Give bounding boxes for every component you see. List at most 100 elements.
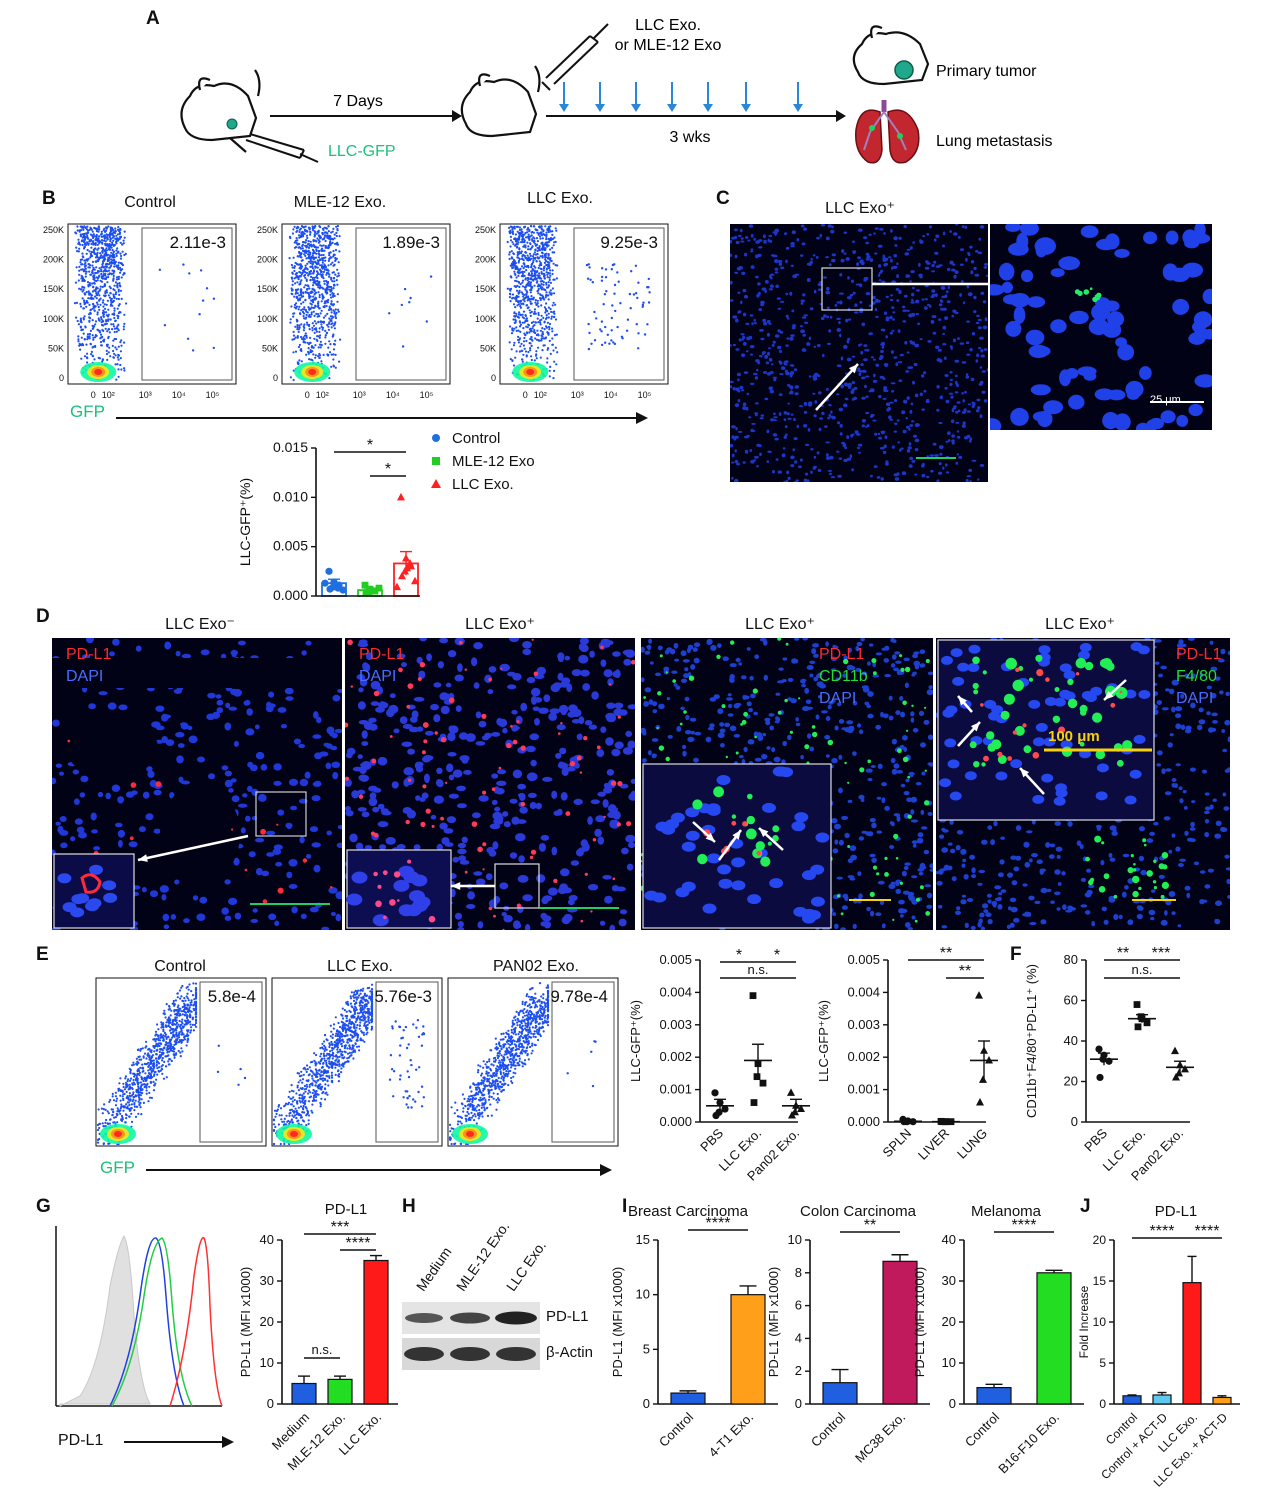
nucleus [805, 472, 809, 476]
nucleus [528, 792, 537, 798]
d3-inset-nucleus [717, 864, 732, 875]
d1-arrow-head [138, 854, 148, 862]
nucleus [458, 732, 469, 740]
nucleus [787, 476, 791, 480]
nucleus [1182, 790, 1187, 794]
data-point [326, 585, 334, 593]
nucleus [813, 676, 819, 682]
nucleus [958, 235, 961, 239]
d4-inset-f480 [1014, 725, 1025, 736]
chart-e-1: 0.0000.0010.0020.0030.0040.005LLC-GFP⁺(%… [628, 947, 810, 1184]
nucleus [1156, 700, 1162, 705]
nucleus [415, 765, 424, 773]
nucleus [413, 696, 425, 702]
nucleus [557, 672, 564, 681]
nucleus [737, 399, 741, 403]
nucleus [955, 380, 958, 385]
nucleus [774, 437, 779, 441]
nucleus [493, 786, 500, 794]
nucleus [286, 871, 293, 879]
sig-label: ** [940, 945, 952, 962]
nucleus [794, 385, 799, 389]
c-microscopy-zoom: 25 μm [990, 224, 1212, 430]
nucleus [859, 370, 863, 373]
nucleus [931, 264, 935, 267]
nucleus [822, 353, 825, 358]
nucleus [1111, 831, 1118, 836]
nucleus [876, 476, 881, 479]
nucleus [949, 378, 953, 381]
nucleus [744, 449, 749, 454]
nucleus [889, 315, 893, 320]
nucleus [915, 299, 920, 304]
nucleus [611, 885, 619, 892]
legend-label: Control [452, 430, 500, 447]
nucleus [974, 273, 980, 277]
nucleus [224, 879, 231, 885]
nucleus [965, 341, 970, 344]
nucleus [739, 385, 744, 390]
nucleus [529, 733, 540, 741]
nucleus [128, 841, 138, 848]
panel-label-g: G [36, 1196, 51, 1217]
nucleus [284, 687, 294, 695]
nucleus [1109, 825, 1117, 831]
nucleus [452, 856, 459, 863]
nucleus [956, 435, 961, 439]
nucleus [757, 291, 761, 296]
nucleus [872, 295, 876, 300]
nucleus [357, 807, 367, 812]
data-point [403, 563, 411, 572]
data-point [985, 1055, 993, 1064]
flow-gate-event [398, 1025, 401, 1028]
d3-cd11b-spot [672, 679, 676, 683]
flow-gate-event [191, 349, 195, 352]
nucleus [867, 777, 873, 782]
nucleus [228, 706, 238, 711]
bar [291, 1382, 317, 1405]
d2-inset-pdl1 [428, 915, 436, 923]
nucleus [869, 853, 876, 858]
nucleus [764, 354, 768, 359]
nucleus [825, 716, 831, 721]
nucleus [966, 898, 974, 902]
flow-gate-event [619, 302, 622, 305]
d4-inset-pdl1 [1036, 669, 1044, 677]
d4-inset-nucleus [1028, 699, 1041, 709]
nucleus [1062, 904, 1067, 910]
nucleus [908, 771, 915, 776]
nucleus [1011, 880, 1018, 886]
d1-pdl1-spot [260, 828, 266, 835]
d3-inset-cd11b [767, 841, 772, 846]
nucleus [894, 399, 898, 403]
flow-gate-event [626, 318, 630, 321]
nucleus [501, 912, 507, 917]
nucleus [161, 894, 167, 901]
nucleus [1211, 712, 1218, 717]
nucleus [437, 661, 444, 669]
nucleus [880, 343, 885, 346]
flow-gate-event [641, 305, 644, 308]
nucleus [155, 705, 165, 712]
nucleus [866, 255, 871, 259]
d4-arrow-1-head [958, 696, 967, 706]
nucleus [971, 874, 977, 879]
sig-label: ** [864, 1217, 876, 1234]
nucleus [871, 857, 877, 863]
nucleus [606, 769, 615, 776]
nucleus [860, 638, 865, 642]
d4-inset-f480 [1095, 749, 1106, 760]
nucleus [611, 748, 621, 757]
nucleus [769, 276, 773, 280]
flow-gate-event [429, 275, 433, 278]
nucleus [923, 849, 930, 855]
nucleus [821, 710, 828, 714]
nucleus [819, 417, 824, 420]
nucleus [912, 241, 915, 244]
c-zoom-box [821, 267, 873, 311]
nucleus [870, 388, 875, 391]
nucleus [906, 351, 910, 354]
nucleus [967, 403, 971, 406]
d3-cd11b-spot [843, 658, 849, 665]
nucleus [499, 663, 510, 672]
